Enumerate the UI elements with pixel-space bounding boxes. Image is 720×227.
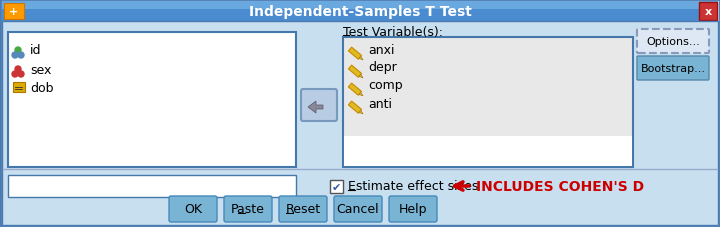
- FancyBboxPatch shape: [4, 4, 24, 20]
- Text: ✔: ✔: [331, 182, 341, 192]
- Text: +: +: [9, 7, 19, 17]
- Text: anxi: anxi: [368, 43, 395, 56]
- FancyBboxPatch shape: [344, 136, 632, 166]
- Circle shape: [18, 53, 24, 59]
- Text: Reset: Reset: [285, 203, 320, 216]
- FancyBboxPatch shape: [330, 180, 343, 193]
- Text: OK: OK: [184, 203, 202, 216]
- FancyBboxPatch shape: [279, 196, 327, 222]
- FancyBboxPatch shape: [8, 175, 296, 197]
- Text: sex: sex: [30, 63, 51, 76]
- FancyBboxPatch shape: [2, 2, 718, 10]
- FancyBboxPatch shape: [169, 196, 217, 222]
- FancyBboxPatch shape: [389, 196, 437, 222]
- Text: id: id: [30, 44, 42, 57]
- Text: Cancel: Cancel: [337, 203, 379, 216]
- FancyBboxPatch shape: [2, 22, 718, 225]
- Circle shape: [18, 72, 24, 78]
- Polygon shape: [359, 93, 363, 96]
- Text: Options...: Options...: [646, 37, 700, 47]
- Polygon shape: [348, 102, 361, 114]
- Text: Independent-Samples T Test: Independent-Samples T Test: [248, 5, 472, 19]
- Text: Paste: Paste: [231, 203, 265, 216]
- Polygon shape: [348, 84, 361, 96]
- Polygon shape: [359, 111, 363, 114]
- Polygon shape: [348, 66, 361, 78]
- FancyBboxPatch shape: [224, 196, 272, 222]
- FancyBboxPatch shape: [301, 90, 337, 121]
- FancyBboxPatch shape: [13, 83, 25, 93]
- Text: Test Variable(s):: Test Variable(s):: [343, 25, 443, 38]
- Text: Help: Help: [399, 203, 427, 216]
- Circle shape: [12, 53, 18, 59]
- Text: INCLUDES COHEN'S D: INCLUDES COHEN'S D: [476, 179, 644, 193]
- FancyBboxPatch shape: [334, 196, 382, 222]
- FancyBboxPatch shape: [343, 38, 633, 167]
- Text: comp: comp: [368, 79, 402, 92]
- Text: dob: dob: [30, 81, 53, 94]
- FancyBboxPatch shape: [8, 33, 296, 167]
- FancyBboxPatch shape: [2, 2, 718, 22]
- Circle shape: [12, 72, 18, 78]
- FancyBboxPatch shape: [637, 30, 709, 54]
- Polygon shape: [308, 101, 323, 114]
- Polygon shape: [359, 57, 363, 61]
- Text: Estimate effect sizes: Estimate effect sizes: [348, 180, 478, 193]
- Circle shape: [15, 48, 21, 54]
- Text: depr: depr: [368, 61, 397, 74]
- Polygon shape: [348, 48, 361, 60]
- FancyBboxPatch shape: [637, 57, 709, 81]
- Polygon shape: [359, 75, 363, 79]
- Text: Bootstrap...: Bootstrap...: [641, 64, 706, 74]
- Text: anti: anti: [368, 97, 392, 110]
- FancyBboxPatch shape: [699, 3, 717, 21]
- Text: x: x: [704, 7, 711, 17]
- Circle shape: [15, 67, 21, 73]
